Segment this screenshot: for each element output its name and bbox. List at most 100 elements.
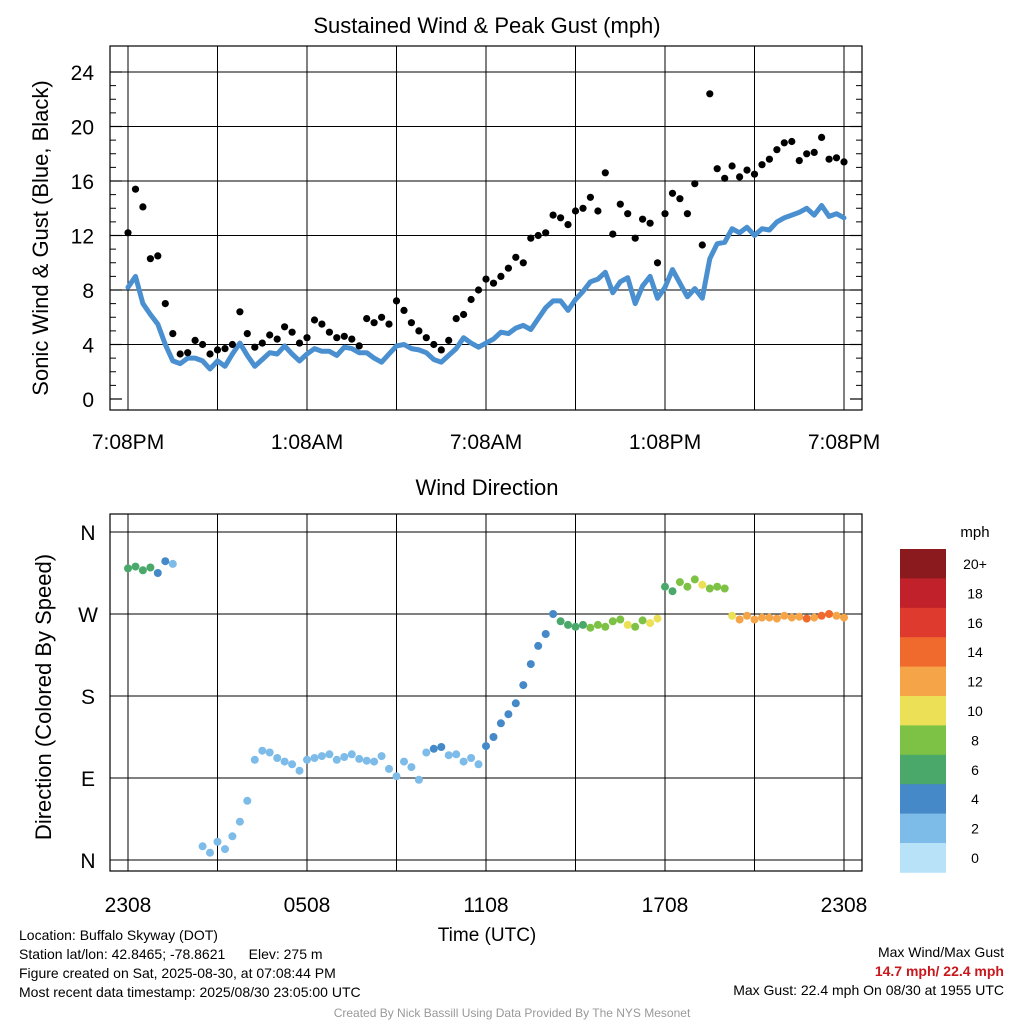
gust-point bbox=[146, 255, 154, 263]
gust-point bbox=[281, 323, 289, 331]
gust-point bbox=[534, 231, 542, 240]
gust-point bbox=[601, 169, 609, 177]
direction-point bbox=[258, 746, 267, 755]
direction-point bbox=[332, 755, 341, 764]
gust-point bbox=[445, 336, 453, 344]
gust-point bbox=[437, 346, 445, 354]
panel1-ytick-label: 4 bbox=[82, 335, 94, 358]
direction-point bbox=[511, 699, 520, 708]
gust-point bbox=[571, 207, 580, 215]
direction-point bbox=[265, 748, 274, 757]
direction-point bbox=[787, 613, 796, 622]
direction-point bbox=[362, 756, 371, 765]
panel2-title: Wind Direction bbox=[415, 475, 558, 500]
peak-gust-series bbox=[124, 90, 848, 358]
gust-point bbox=[750, 170, 759, 178]
direction-point bbox=[772, 614, 781, 623]
colorbar-swatch bbox=[900, 754, 946, 785]
direction-point bbox=[683, 582, 692, 591]
direction-point bbox=[317, 752, 326, 761]
gust-point bbox=[258, 339, 266, 347]
direction-point bbox=[690, 575, 699, 584]
direction-point bbox=[795, 612, 804, 621]
gust-point bbox=[348, 335, 356, 343]
gust-point bbox=[184, 349, 192, 357]
panel2-xlabel: Time (UTC) bbox=[438, 925, 537, 946]
gust-point bbox=[139, 203, 147, 211]
gust-point bbox=[400, 306, 408, 314]
max-gust-text: Max Gust: 22.4 mph On 08/30 at 1955 UTC bbox=[733, 982, 1004, 998]
gust-point bbox=[243, 330, 251, 338]
gust-point bbox=[221, 345, 229, 353]
panel2-grid bbox=[110, 514, 862, 871]
gust-point bbox=[706, 90, 714, 98]
direction-point bbox=[556, 617, 565, 626]
direction-point bbox=[340, 753, 349, 761]
direction-point bbox=[414, 775, 423, 784]
gust-point bbox=[810, 148, 818, 156]
panel1-ytick-label: 0 bbox=[82, 389, 94, 412]
colorbar-label: 8 bbox=[971, 732, 979, 748]
panel1-xtick-label: 7:08PM bbox=[808, 431, 880, 454]
gust-point bbox=[527, 234, 535, 242]
footer-right: Max Wind/Max Gust 14.7 mph/ 22.4 mph Max G… bbox=[733, 943, 1004, 1000]
direction-point bbox=[758, 613, 766, 622]
colorbar-title: mph bbox=[960, 524, 989, 541]
footer-station: Station lat/lon: 42.8465; -78.8621 bbox=[19, 946, 226, 962]
colorbar-label: 4 bbox=[971, 791, 979, 807]
direction-point bbox=[720, 584, 729, 593]
colorbar-label: 0 bbox=[971, 850, 979, 866]
gust-point bbox=[825, 155, 833, 163]
direction-point bbox=[735, 615, 744, 624]
gust-point bbox=[191, 336, 199, 344]
gust-point bbox=[452, 315, 460, 323]
gust-point bbox=[213, 346, 222, 354]
direction-point bbox=[385, 764, 393, 773]
colorbar-swatch bbox=[900, 578, 946, 609]
gust-point bbox=[318, 320, 326, 328]
direction-point bbox=[675, 578, 684, 587]
direction-point bbox=[325, 750, 334, 759]
direction-point bbox=[638, 616, 647, 625]
direction-point bbox=[571, 622, 580, 631]
gust-point bbox=[325, 328, 333, 336]
direction-point bbox=[198, 842, 207, 851]
direction-point bbox=[840, 613, 848, 622]
panel1-ytick-label: 20 bbox=[71, 117, 94, 140]
colorbar-swatch bbox=[900, 696, 946, 726]
direction-point bbox=[124, 564, 132, 573]
footer-created: Figure created on Sat, 2025-08-30, at 07… bbox=[19, 965, 336, 981]
panel1-xtick-label: 1:08PM bbox=[629, 431, 701, 454]
direction-point bbox=[668, 587, 677, 596]
direction-point bbox=[631, 622, 640, 631]
gust-point bbox=[489, 279, 498, 287]
gust-point bbox=[676, 195, 684, 203]
panel1-ticks: 0 4 8 12 16 20 24 7:08PM 1:08AM 7:08AM 1:08PM 7:08P… bbox=[71, 62, 881, 454]
panel2-ticks: N E S W N 2308 0508 1108 1708 2308 bbox=[78, 522, 867, 917]
gust-point bbox=[460, 310, 468, 319]
gust-point bbox=[199, 340, 207, 349]
gust-point bbox=[780, 139, 788, 147]
gust-point bbox=[832, 154, 841, 162]
gust-point bbox=[713, 165, 721, 173]
gust-point bbox=[161, 300, 169, 308]
panel2-xtick-label: 2308 bbox=[105, 894, 152, 917]
panel2-xtick-label: 1108 bbox=[463, 894, 508, 917]
panel1-ytick-label: 12 bbox=[71, 226, 94, 249]
direction-point bbox=[370, 757, 379, 766]
panel1-ytick-label: 16 bbox=[71, 171, 94, 194]
direction-point bbox=[295, 766, 304, 775]
gust-point bbox=[206, 350, 214, 358]
gust-point bbox=[624, 210, 632, 218]
colorbar-label: 18 bbox=[967, 585, 983, 601]
direction-point bbox=[489, 733, 498, 741]
direction-point bbox=[213, 837, 222, 846]
direction-point bbox=[579, 620, 587, 629]
panel2-xtick-label: 2308 bbox=[821, 894, 868, 917]
gust-point bbox=[721, 174, 729, 182]
direction-point bbox=[810, 613, 819, 622]
direction-point bbox=[310, 754, 319, 762]
footer-station-row: Station lat/lon: 42.8465; -78.8621 Elev:… bbox=[19, 945, 361, 964]
gust-point bbox=[803, 150, 811, 158]
colorbar-swatch bbox=[900, 813, 946, 844]
